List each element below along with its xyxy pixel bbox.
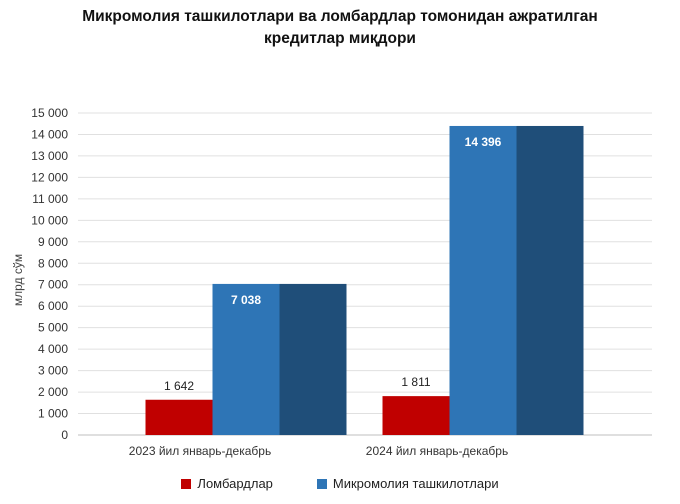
legend-label-lombards: Ломбардлар	[197, 476, 273, 491]
legend: Ломбардлар Микромолия ташкилотлари	[0, 476, 680, 491]
y-tick-label: 15 000	[31, 106, 68, 120]
y-tick-label: 7 000	[38, 278, 68, 292]
y-tick-label: 14 000	[31, 127, 68, 141]
y-tick-label: 8 000	[38, 256, 68, 270]
bar-lombards	[382, 396, 450, 435]
bar-microfinance	[449, 125, 517, 435]
y-tick-label: 10 000	[31, 213, 68, 227]
bar-microfinance-side	[279, 283, 347, 435]
bars	[145, 125, 584, 435]
data-label-lombards: 1 811	[401, 375, 430, 389]
y-axis-ticks: 0 1 000 2 000 3 000 4 000 5 000 6 000 7 000 8 00…	[31, 106, 68, 442]
y-tick-label: 3 000	[38, 364, 68, 378]
chart-title-line-1: Микромолия ташкилотлари ва ломбардлар то…	[82, 8, 598, 25]
y-tick-label: 1 000	[38, 407, 68, 421]
y-tick-label: 5 000	[38, 321, 68, 335]
legend-item-microfinance: Микромолия ташкилотлари	[316, 476, 499, 491]
x-category-label: 2024 йил январь-декабрь	[366, 444, 508, 458]
data-label-lombards: 1 642	[164, 379, 194, 393]
y-tick-label: 9 000	[38, 235, 68, 249]
y-axis-label: млрд сўм	[11, 254, 25, 306]
data-label-microfinance: 14 396	[465, 135, 502, 149]
y-tick-label: 6 000	[38, 299, 68, 313]
y-tick-label: 2 000	[38, 385, 68, 399]
legend-label-microfinance: Микромолия ташкилотлари	[332, 476, 499, 491]
chart-title-line-2: кредитлар миқдори	[264, 30, 416, 47]
data-labels: 1 642 7 038 1 811 14 396	[164, 135, 502, 393]
y-tick-label: 13 000	[31, 149, 68, 163]
data-label-microfinance: 7 038	[231, 293, 261, 307]
bar-microfinance	[212, 283, 280, 435]
x-axis-categories: 2023 йил январь-декабрь 2024 йил январь-д…	[129, 444, 508, 458]
y-tick-label: 11 000	[32, 192, 68, 206]
y-tick-label: 0	[61, 428, 68, 442]
bar-lombards	[145, 399, 213, 435]
chart-title: Микромолия ташкилотлари ва ломбардлар то…	[0, 6, 680, 50]
legend-swatch-microfinance	[316, 478, 327, 489]
legend-item-lombards: Ломбардлар	[181, 476, 273, 491]
y-tick-label: 4 000	[38, 342, 68, 356]
legend-swatch-lombards	[181, 478, 192, 489]
bar-microfinance-side	[516, 125, 584, 435]
x-category-label: 2023 йил январь-декабрь	[129, 444, 271, 458]
y-tick-label: 12 000	[31, 170, 68, 184]
